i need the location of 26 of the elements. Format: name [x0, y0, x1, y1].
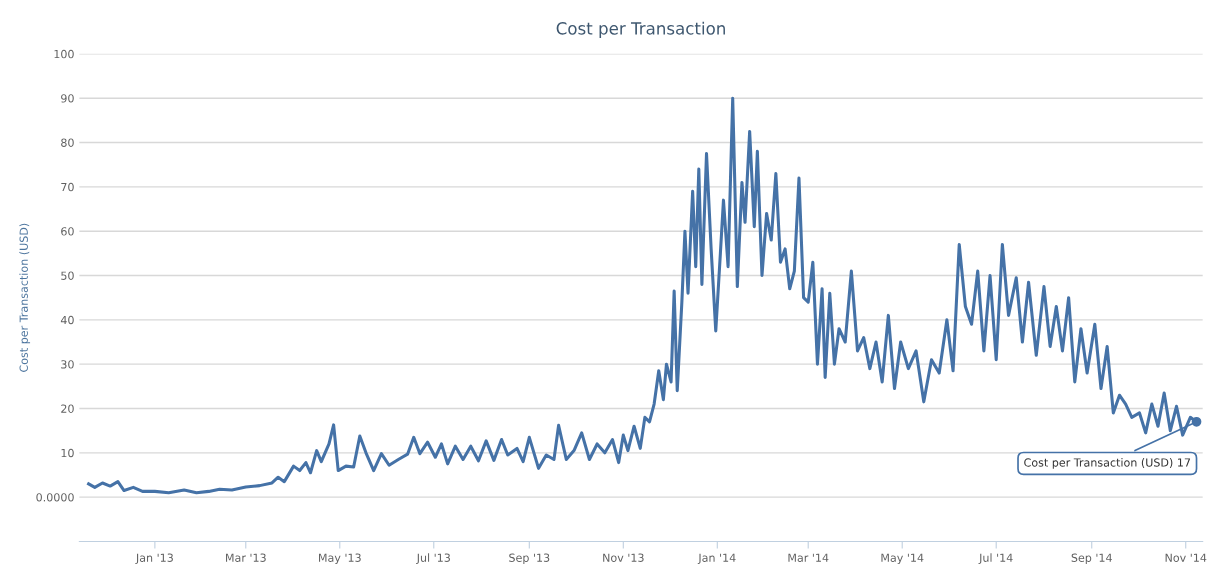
- y-tick-label: 80: [61, 138, 74, 147]
- x-tick-label: May '14: [881, 553, 924, 565]
- x-tick-label: May '13: [319, 553, 361, 565]
- x-tick-label: Mar '13: [226, 553, 266, 562]
- y-axis-title: Cost per Transaction (USD): [19, 223, 31, 372]
- x-tick-label: Jul '13: [416, 553, 450, 564]
- y-tick-label: 40: [60, 315, 74, 325]
- y-tick-label: 20: [61, 404, 74, 413]
- x-tick-label: Sep '13: [509, 553, 550, 565]
- annotation: Cost per Transaction (USD) 17: [1024, 458, 1191, 469]
- x-tick-label: Sep '14: [1071, 553, 1112, 565]
- y-tick-label: 50: [61, 271, 74, 280]
- x-tick-label: Jan '13: [135, 553, 173, 564]
- y-tick-label: 0.0000: [36, 493, 74, 502]
- x-tick-label: Mar '14: [788, 553, 829, 562]
- x-tick-label: Nov '13: [603, 553, 644, 562]
- y-tick-label: 10: [61, 448, 74, 458]
- y-tick-label: 30: [61, 360, 74, 369]
- y-tick-label: 60: [61, 227, 74, 236]
- x-tick-label: Jul '14: [978, 553, 1013, 564]
- y-tick-label: 100: [54, 49, 74, 59]
- chart-title: Cost per Transaction: [556, 21, 725, 38]
- x-tick-label: Nov '14: [1165, 553, 1207, 562]
- x-tick-label: Jan '14: [697, 553, 736, 564]
- y-tick-label: 70: [61, 182, 74, 192]
- y-tick-label: 90: [61, 94, 74, 103]
